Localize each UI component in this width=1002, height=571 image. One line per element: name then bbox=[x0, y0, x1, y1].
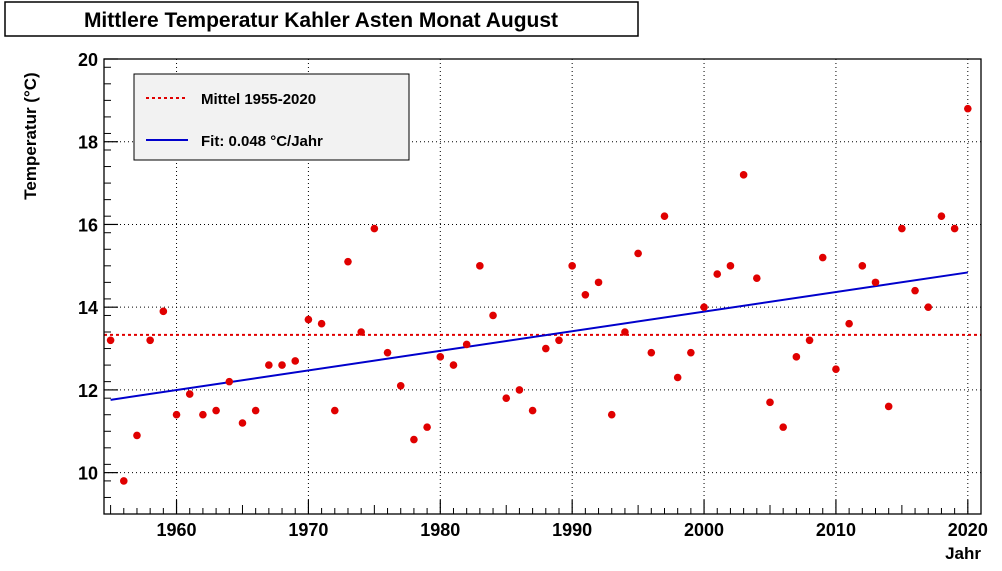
data-point bbox=[502, 394, 511, 402]
legend-fit-label: Fit: 0.048 °C/Jahr bbox=[201, 133, 323, 150]
data-point bbox=[251, 406, 260, 415]
chart-title: Mittlere Temperatur Kahler Asten Monat A… bbox=[84, 9, 558, 32]
data-point bbox=[185, 390, 194, 398]
y-tick-label: 18 bbox=[78, 133, 98, 153]
data-point bbox=[396, 381, 405, 390]
y-tick-label: 16 bbox=[78, 215, 98, 235]
data-point bbox=[225, 377, 234, 386]
data-point bbox=[845, 319, 853, 328]
data-point bbox=[660, 212, 669, 220]
data-point bbox=[344, 257, 352, 266]
data-point bbox=[805, 336, 814, 345]
fit-line-layer bbox=[110, 271, 968, 401]
data-point bbox=[357, 328, 365, 336]
y-tick-label: 10 bbox=[78, 464, 98, 484]
data-point bbox=[924, 303, 933, 311]
data-point bbox=[634, 249, 642, 258]
data-point bbox=[884, 402, 893, 411]
data-point bbox=[462, 340, 471, 349]
data-point bbox=[317, 319, 326, 328]
data-point bbox=[410, 435, 418, 444]
data-point bbox=[159, 307, 168, 316]
data-point bbox=[937, 212, 946, 220]
data-point bbox=[647, 348, 656, 357]
y-tick-label: 20 bbox=[78, 50, 98, 70]
title-box bbox=[4, 1, 639, 37]
data-point bbox=[278, 361, 286, 369]
data-point bbox=[146, 336, 154, 345]
x-axis-label: Jahr bbox=[945, 544, 981, 563]
fit-line bbox=[110, 271, 968, 401]
data-point bbox=[950, 224, 959, 233]
x-tick-label: 1990 bbox=[552, 520, 592, 540]
data-point bbox=[673, 373, 682, 382]
x-tick-label: 2020 bbox=[948, 520, 988, 540]
data-point bbox=[581, 290, 590, 299]
data-point bbox=[818, 253, 827, 262]
data-point bbox=[528, 406, 537, 415]
data-point bbox=[476, 262, 484, 270]
data-point bbox=[594, 278, 603, 287]
data-point bbox=[792, 353, 801, 361]
y-tick-label: 14 bbox=[78, 298, 98, 318]
data-point bbox=[753, 274, 761, 283]
legend-box bbox=[133, 73, 410, 161]
x-tick-label: 1980 bbox=[420, 520, 460, 540]
data-point bbox=[106, 336, 115, 345]
plot-frame bbox=[103, 58, 982, 515]
data-point bbox=[449, 361, 458, 369]
data-point bbox=[766, 398, 774, 407]
data-point bbox=[291, 357, 300, 365]
data-point bbox=[370, 224, 379, 233]
data-point bbox=[700, 303, 708, 311]
data-point bbox=[779, 423, 787, 431]
data-point bbox=[304, 315, 313, 324]
data-point bbox=[212, 406, 220, 415]
data-point bbox=[871, 278, 880, 287]
data-point bbox=[265, 361, 273, 369]
data-point bbox=[172, 410, 181, 419]
data-points bbox=[106, 104, 972, 485]
data-point bbox=[568, 262, 576, 270]
data-point bbox=[330, 406, 339, 415]
legend: Mittel 1955-2020 Fit: 0.048 °C/Jahr bbox=[133, 73, 410, 161]
x-tick-label: 1960 bbox=[157, 520, 197, 540]
x-tick-label: 2000 bbox=[684, 520, 724, 540]
data-point bbox=[739, 171, 748, 179]
data-point bbox=[898, 224, 906, 233]
legend-mean-label: Mittel 1955-2020 bbox=[201, 91, 316, 108]
data-point bbox=[515, 386, 524, 394]
data-point bbox=[199, 410, 207, 419]
data-point bbox=[713, 270, 722, 278]
data-point bbox=[238, 419, 247, 427]
data-point bbox=[687, 348, 695, 357]
data-point bbox=[607, 410, 616, 419]
y-tick-labels: 10 12 14 16 18 20 bbox=[78, 50, 98, 484]
data-point bbox=[858, 262, 867, 270]
data-point bbox=[621, 328, 629, 336]
data-point bbox=[489, 311, 497, 320]
data-point bbox=[555, 336, 563, 345]
data-point bbox=[726, 262, 735, 270]
x-tick-label: 2010 bbox=[816, 520, 856, 540]
data-point bbox=[423, 423, 431, 431]
y-tick-label: 12 bbox=[78, 381, 98, 401]
data-point bbox=[832, 365, 840, 374]
data-point bbox=[133, 431, 141, 440]
x-tick-label: 1970 bbox=[288, 520, 328, 540]
axis-ticks bbox=[104, 58, 982, 515]
x-tick-labels: 1960 1970 1980 1990 2000 2010 2020 bbox=[157, 520, 988, 540]
data-point bbox=[541, 344, 550, 353]
y-axis-label: Temperatur (°C) bbox=[21, 72, 40, 199]
data-point bbox=[383, 348, 392, 357]
data-point bbox=[911, 286, 919, 295]
data-point bbox=[964, 104, 972, 113]
data-point bbox=[119, 477, 128, 485]
data-point bbox=[436, 353, 445, 361]
